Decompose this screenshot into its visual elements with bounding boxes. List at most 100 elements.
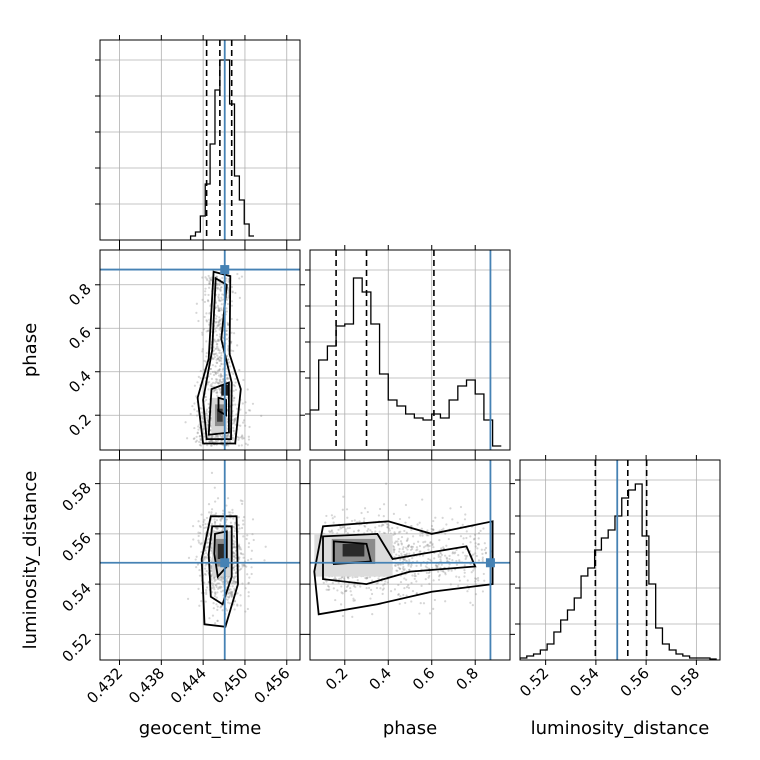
sample-point	[218, 338, 221, 341]
sample-point	[233, 418, 236, 421]
sample-point	[211, 614, 215, 617]
sample-point	[445, 544, 448, 547]
sample-point	[198, 434, 202, 438]
sample-point	[220, 318, 223, 321]
sample-point	[377, 577, 380, 580]
sample-point	[472, 553, 475, 556]
sample-point	[402, 569, 405, 572]
sample-point	[203, 518, 206, 521]
sample-point	[221, 368, 224, 371]
sample-point	[344, 530, 348, 533]
sample-point	[411, 545, 415, 548]
sample-point	[471, 603, 474, 607]
sample-point	[218, 369, 221, 372]
sample-point	[412, 551, 415, 555]
sample-point	[201, 523, 205, 527]
sample-point	[346, 527, 349, 530]
sample-point	[205, 589, 208, 592]
sample-point	[197, 534, 200, 538]
sample-point	[469, 541, 472, 544]
sample-point	[325, 514, 328, 518]
sample-point	[398, 567, 402, 570]
sample-point	[208, 435, 211, 438]
sample-point	[213, 580, 216, 583]
sample-point	[353, 599, 357, 602]
sample-point	[366, 576, 369, 579]
sample-point	[337, 581, 340, 584]
sample-point	[448, 557, 451, 561]
sample-point	[422, 546, 426, 549]
sample-point	[396, 540, 399, 543]
sample-point	[443, 554, 447, 557]
sample-point	[225, 337, 229, 341]
sample-point	[427, 576, 430, 579]
sample-point	[244, 411, 248, 414]
sample-point	[413, 572, 416, 576]
sample-point	[218, 323, 221, 327]
sample-point	[226, 322, 230, 326]
sample-point	[219, 435, 222, 438]
sample-point	[402, 558, 406, 561]
sample-point	[205, 312, 208, 315]
sample-point	[357, 529, 360, 532]
sample-point	[458, 576, 461, 579]
sample-point	[238, 556, 241, 559]
sample-point	[440, 553, 444, 557]
sample-point	[209, 429, 213, 432]
panel-luminosity_distance-luminosity_distance: 0.52 0.54 0.56 0.58	[515, 455, 721, 700]
sample-point	[216, 526, 219, 530]
sample-point	[199, 438, 202, 441]
sample-point	[232, 566, 235, 569]
sample-point	[210, 436, 213, 439]
sample-point	[405, 531, 408, 534]
sample-point	[217, 348, 220, 352]
sample-point	[212, 390, 215, 393]
sample-point	[389, 590, 393, 593]
sample-point	[205, 398, 208, 402]
sample-point	[216, 381, 219, 384]
sample-point	[465, 536, 468, 540]
sample-point	[214, 365, 217, 368]
sample-point	[210, 577, 213, 581]
sample-point	[415, 549, 418, 552]
sample-point	[378, 507, 382, 511]
sample-point	[451, 551, 455, 554]
sample-point	[419, 534, 422, 537]
sample-point	[417, 572, 420, 575]
sample-point	[233, 525, 236, 529]
sample-point	[232, 426, 235, 429]
sample-point	[234, 418, 237, 422]
sample-point	[239, 604, 242, 607]
sample-point	[219, 587, 222, 590]
sample-point	[210, 471, 214, 474]
sample-point	[215, 326, 218, 329]
sample-point	[233, 582, 236, 585]
sample-point	[333, 515, 336, 518]
sample-point	[350, 519, 354, 523]
sample-point	[216, 619, 219, 622]
sample-point	[234, 549, 237, 552]
sample-point	[218, 382, 221, 385]
contour-level-3	[217, 396, 227, 417]
sample-point	[455, 563, 459, 566]
sample-point	[342, 495, 345, 498]
sample-point	[477, 532, 481, 535]
sample-point	[439, 558, 442, 561]
sample-point	[393, 588, 397, 591]
sample-point	[375, 586, 379, 590]
sample-point	[220, 363, 223, 366]
sample-point	[247, 581, 250, 584]
sample-point	[484, 546, 488, 550]
sample-point	[210, 444, 213, 447]
sample-point	[213, 436, 216, 439]
sample-point	[379, 587, 382, 590]
sample-point	[238, 277, 241, 280]
sample-point	[198, 440, 201, 443]
sample-point	[242, 553, 245, 556]
sample-point	[474, 545, 477, 548]
sample-point	[209, 278, 213, 281]
sample-point	[396, 563, 400, 567]
sample-point	[364, 525, 367, 528]
sample-point	[463, 568, 466, 572]
sample-point	[222, 509, 225, 512]
